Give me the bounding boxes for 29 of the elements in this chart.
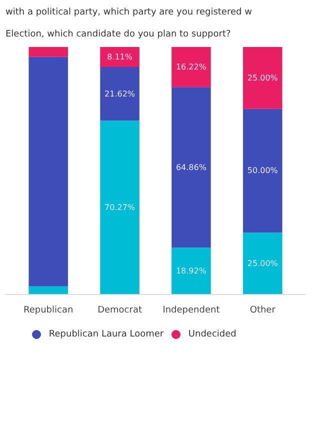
- bar: [172, 46, 211, 88]
- bar: [100, 120, 140, 294]
- bar: [243, 46, 282, 109]
- data-label: 18.92%: [176, 266, 207, 276]
- bar: [172, 248, 211, 294]
- chart-subtitle: Election, which candidate do you plan to support?: [6, 30, 231, 40]
- bar: [243, 108, 282, 233]
- data-label: 16.22%: [176, 62, 207, 72]
- data-label: 64.86%: [176, 162, 207, 172]
- bar: [100, 46, 140, 68]
- data-label: 8.11%: [107, 52, 133, 62]
- bar: [28, 286, 68, 294]
- x-tick-label: Republican: [24, 306, 74, 316]
- legend-label: Undecided: [188, 330, 236, 340]
- bar: [28, 46, 68, 57]
- x-tick-label: Democrat: [98, 306, 142, 316]
- x-tick-label: Other: [250, 306, 276, 316]
- chart-title: with a political party, which party are you registered w: [6, 8, 252, 18]
- data-label: 25.00%: [247, 73, 278, 82]
- bar: [100, 67, 140, 121]
- x-tick-label: Independent: [162, 306, 220, 316]
- data-label: 70.27%: [104, 203, 136, 212]
- data-label: 50.00%: [247, 166, 278, 176]
- bar: [172, 87, 211, 248]
- bar: [28, 56, 68, 286]
- bar: [243, 232, 282, 294]
- data-label: 21.62%: [104, 89, 136, 98]
- legend-label: Republican Laura Loomer: [48, 330, 164, 340]
- data-label: 25.00%: [247, 259, 278, 268]
